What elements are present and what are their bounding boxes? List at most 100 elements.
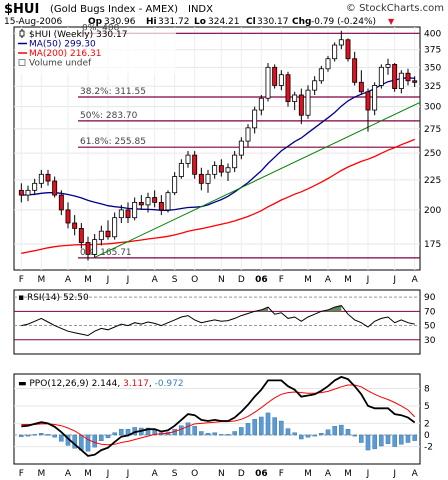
candle-body bbox=[72, 222, 78, 229]
x-tick-label: S bbox=[172, 469, 178, 479]
price-tick-label: 350 bbox=[424, 63, 441, 73]
candle-body bbox=[92, 239, 98, 255]
price-tick-label: 275 bbox=[424, 125, 441, 135]
candle-body bbox=[198, 173, 204, 184]
chart-index-name: (Gold Bugs Index - AMEX) bbox=[50, 4, 178, 15]
candle-body bbox=[352, 58, 358, 83]
ppo-histogram-bar bbox=[45, 434, 51, 436]
ppo-histogram-bar bbox=[299, 434, 304, 440]
candle-body bbox=[192, 154, 198, 175]
ppo-histogram-bar bbox=[339, 424, 344, 436]
candle-body bbox=[105, 230, 111, 238]
x-tick-label: N bbox=[218, 275, 225, 285]
x-tick-label: F bbox=[279, 469, 284, 479]
ppo-histogram-bar bbox=[179, 425, 184, 436]
legend-candle-icon bbox=[19, 30, 25, 37]
ppo-histogram-bar bbox=[412, 434, 417, 441]
candle-body bbox=[278, 74, 284, 86]
x-tick-label: O bbox=[191, 275, 198, 285]
candle-body bbox=[212, 165, 218, 175]
ppo-histogram-bar bbox=[392, 434, 397, 447]
ppo-tick-label: 0 bbox=[424, 431, 430, 441]
x-tick-label: M bbox=[304, 275, 312, 285]
x-tick-label: N bbox=[218, 469, 225, 479]
quote-change-label: Chg bbox=[292, 17, 311, 27]
legend-box-icon bbox=[18, 59, 26, 66]
ppo-histogram-bar bbox=[239, 427, 244, 436]
ppo-label: ▬ PPO(12,26,9) 2.144, 3.117, -0.972 bbox=[18, 379, 184, 389]
trend-line bbox=[94, 101, 421, 258]
candle-body bbox=[185, 154, 191, 164]
ma50-line bbox=[21, 77, 415, 212]
candle-body bbox=[265, 66, 271, 99]
candle-body bbox=[338, 39, 344, 46]
candle-body bbox=[165, 192, 171, 211]
ppo-histogram-bar bbox=[205, 433, 211, 436]
fib-level-label: 50%: 283.70 bbox=[80, 111, 138, 121]
ppo-histogram-bar bbox=[399, 434, 404, 445]
ppo-line-value: 2.144 bbox=[92, 379, 118, 389]
price-tick-label: 300 bbox=[424, 103, 441, 113]
x-tick-label: O bbox=[191, 469, 198, 479]
ppo-tick-label: 5 bbox=[424, 402, 430, 412]
rsi-title: RSI(14) bbox=[27, 293, 60, 303]
ppo-signal-line bbox=[21, 384, 416, 446]
fibonacci-levels: 38.2%: 311.55 50%: 283.70 61.8%: 255.85 0%:… bbox=[78, 23, 420, 259]
ppo-histogram-bar bbox=[92, 434, 97, 448]
candle-body bbox=[58, 194, 64, 211]
candle-body bbox=[38, 173, 44, 184]
candle-body bbox=[32, 182, 38, 191]
x-tick-label: J bbox=[126, 275, 130, 285]
candle-body bbox=[292, 94, 298, 102]
x-tick-label: J bbox=[366, 275, 370, 285]
candle-body bbox=[205, 173, 211, 184]
candle-body bbox=[52, 180, 58, 196]
legend-entry: MA(200) 216.31 bbox=[29, 49, 101, 59]
chart-exchange: INDX bbox=[188, 4, 213, 15]
candle-body bbox=[18, 189, 24, 196]
ppo-histogram-bar bbox=[332, 426, 337, 436]
ppo-histogram-bar bbox=[145, 427, 151, 436]
candle-body bbox=[332, 44, 338, 60]
x-tick-label: A bbox=[325, 275, 332, 285]
ppo-histogram-bar bbox=[319, 433, 324, 436]
candle-body bbox=[178, 163, 184, 177]
ppo-histogram-bar bbox=[405, 434, 411, 443]
ppo-histogram-bar bbox=[379, 434, 384, 447]
candle-body bbox=[132, 201, 138, 219]
quote-date: 15-Aug-2006 bbox=[4, 17, 63, 27]
fib-level-label: 38.2%: 311.55 bbox=[80, 87, 146, 97]
ppo-histogram-bar bbox=[225, 434, 231, 436]
fib-level-label: 61.8%: 255.85 bbox=[80, 137, 146, 147]
candle-body bbox=[358, 81, 364, 93]
candle-body bbox=[65, 209, 71, 224]
ppo-histogram-bar bbox=[192, 426, 197, 436]
candle-body bbox=[372, 85, 378, 111]
candle-body bbox=[145, 197, 151, 206]
candle-body bbox=[398, 72, 404, 89]
rsi-tick-label: 50 bbox=[424, 322, 436, 332]
ppo-histogram-bar bbox=[39, 433, 44, 436]
x-tick-label: D bbox=[238, 469, 245, 479]
quote-low: 324.21 bbox=[208, 17, 240, 27]
x-tick-label: M bbox=[37, 275, 45, 285]
candlesticks bbox=[18, 30, 418, 261]
x-tick-label: F bbox=[19, 275, 24, 285]
candle-body bbox=[112, 217, 118, 238]
ppo-histogram-bar bbox=[105, 434, 111, 439]
candle-body bbox=[312, 80, 318, 91]
quote-close: 330.17 bbox=[257, 17, 289, 27]
ppo-histogram-bar bbox=[112, 432, 117, 436]
price-tick-label: 175 bbox=[424, 240, 441, 250]
x-tick-label: M bbox=[344, 275, 352, 285]
price-tick-label: 250 bbox=[424, 149, 441, 159]
x-tick-label: A bbox=[65, 275, 72, 285]
candle-body bbox=[325, 58, 331, 70]
ppo-histogram-bar bbox=[219, 434, 224, 436]
ppo-tick-label: -2 bbox=[424, 443, 433, 453]
candle-body bbox=[152, 197, 158, 203]
x-tick-label: M bbox=[37, 469, 45, 479]
ppo-histogram-bar bbox=[259, 416, 264, 436]
x-tick-label: F bbox=[279, 275, 284, 285]
quote-high-label: Hi bbox=[146, 17, 157, 27]
